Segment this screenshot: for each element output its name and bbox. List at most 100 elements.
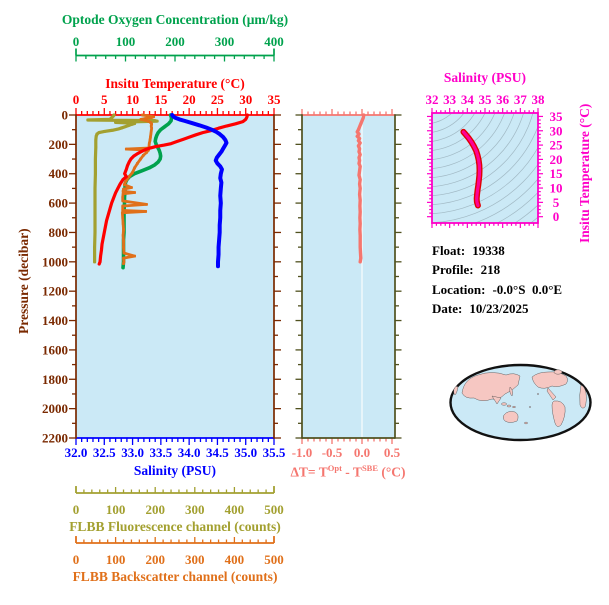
tick-label: 500: [264, 552, 284, 567]
profile-number-row: Profile: 218: [432, 260, 562, 279]
float-value: 19338: [472, 243, 505, 258]
tick-label: 600: [49, 196, 69, 211]
tick-label: 30: [239, 92, 252, 107]
tick-label: 200: [49, 137, 69, 152]
tick-label: 0.5: [384, 445, 401, 460]
date-row: Date: 10/23/2025: [432, 299, 562, 318]
tick-label: 25: [550, 138, 564, 153]
delta-t-axis-title: ΔT= TOpt - TSBE (°C): [283, 463, 413, 481]
ts-temperature-axis-title: Insitu Temperature (°C): [577, 103, 592, 243]
tick-label: 0: [62, 108, 69, 123]
tick-label: 1200: [42, 284, 68, 299]
float-label: Float:: [432, 243, 466, 258]
profile-curve-fluor_olive: [86, 113, 159, 264]
delta-t-title-part: (°C): [378, 464, 406, 480]
tick-label: 1000: [42, 254, 68, 269]
delta-t-title-sup-sbe: SBE: [361, 463, 379, 473]
tick-label: 200: [165, 34, 185, 49]
tick-label: -1.0: [292, 445, 313, 460]
profile-panel: 0200400600800100012001400160018002000220…: [42, 92, 286, 460]
tick-label: 1600: [42, 342, 68, 357]
fluorescence-axis: 0 100 200 300 400 500: [73, 486, 284, 517]
profile-curve-salinity_blue: [170, 113, 229, 269]
tick-label: 20: [183, 92, 196, 107]
tick-label: 35: [479, 92, 493, 107]
tick-label: 0: [553, 209, 560, 224]
tick-label: 25: [211, 92, 225, 107]
location-label: Location:: [432, 281, 486, 297]
tick-label: 35: [550, 109, 564, 124]
tick-label: 200: [145, 502, 165, 517]
tick-label: 100: [106, 552, 126, 567]
ts-salinity-axis-title: Salinity (PSU): [443, 70, 527, 85]
pressure-axis-title: Pressure (decibar): [16, 228, 31, 334]
tick-label: 400: [225, 502, 245, 517]
tick-label: 35.5: [263, 445, 286, 460]
tick-label: 32: [426, 92, 439, 107]
tick-label: 10: [126, 92, 139, 107]
date-label: Date:: [432, 300, 463, 316]
tick-label: 2000: [42, 401, 68, 416]
tick-label: 0: [73, 552, 80, 567]
tick-label: 500: [264, 502, 284, 517]
tick-label: 400: [49, 166, 69, 181]
map-continents: [453, 369, 587, 427]
tick-label: 2200: [42, 431, 68, 446]
delta-t-panel: -1.0 -0.5 0.0 0.5: [292, 109, 402, 460]
tick-label: 32.5: [93, 445, 116, 460]
tick-label: 5: [553, 195, 560, 210]
delta-t-title-sup-opt: Opt: [327, 463, 342, 473]
tick-label: 20: [550, 152, 563, 167]
tick-label: 34: [461, 92, 475, 107]
float-info-block: Float: 19338 Profile: 218 Location: -0.0°S …: [432, 241, 562, 318]
tick-label: 33.0: [121, 445, 144, 460]
tick-label: 32.0: [65, 445, 88, 460]
tick-label: 34.5: [206, 445, 229, 460]
location-row: Location: -0.0°S 0.0°E: [432, 280, 562, 299]
tick-label: 38: [532, 92, 546, 107]
float-id-row: Float: 19338: [432, 241, 562, 260]
tick-label: 5: [101, 92, 108, 107]
temperature-axis-title: Insitu Temperature (°C): [105, 76, 245, 91]
map-globe-outline: [449, 363, 592, 442]
tick-label: 34.0: [178, 445, 201, 460]
tick-label: 30: [550, 123, 563, 138]
delta-t-title-part: ΔT= T: [290, 464, 328, 480]
tick-label: 37: [514, 92, 528, 107]
tick-label: 10: [550, 181, 563, 196]
oxygen-axis: 0 100 200 300 400: [73, 34, 284, 62]
backscatter-axis-title: FLBB Backscatter channel (counts): [72, 569, 278, 584]
tick-label: 0: [73, 92, 80, 107]
tick-label: 0: [73, 34, 80, 49]
salinity-axis-title: Salinity (PSU): [133, 463, 217, 478]
date-value: 10/23/2025: [469, 300, 529, 316]
oxygen-axis-title: Optode Oxygen Concentration (μm/kg): [61, 12, 289, 27]
profile-curve-backscatter_orange: [120, 113, 156, 265]
tick-label: 1400: [42, 313, 68, 328]
tick-label: 15: [550, 166, 564, 181]
tick-label: 300: [185, 552, 205, 567]
tick-label: 300: [215, 34, 235, 49]
tick-label: 400: [264, 34, 284, 49]
tick-label: 200: [145, 552, 165, 567]
world-map: [449, 363, 592, 442]
tick-label: 15: [154, 92, 168, 107]
tick-label: 35: [268, 92, 282, 107]
tick-label: 36: [496, 92, 510, 107]
tick-label: 100: [116, 34, 136, 49]
tick-label: 300: [185, 502, 205, 517]
tick-label: 33.5: [149, 445, 172, 460]
tick-label: 800: [49, 225, 69, 240]
tick-label: 33: [443, 92, 457, 107]
tick-label: 1800: [42, 372, 68, 387]
tick-label: 0: [73, 502, 80, 517]
location-value: -0.0°S 0.0°E: [492, 281, 563, 297]
profile-value: 218: [480, 262, 501, 278]
tick-label: 35.0: [234, 445, 257, 460]
tick-label: -0.5: [322, 445, 343, 460]
tick-label: 100: [106, 502, 126, 517]
backscatter-axis: 0 100 200 300 400 500: [73, 536, 284, 567]
